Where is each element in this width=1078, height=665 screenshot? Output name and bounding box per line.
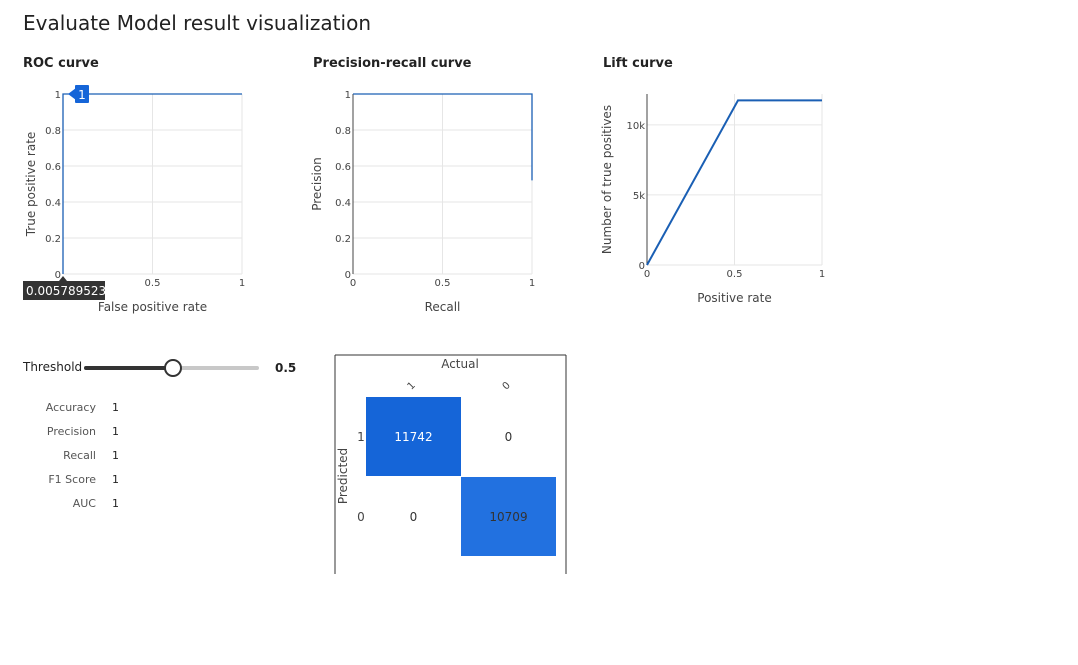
y-axis-label: Number of true positives (600, 105, 614, 254)
matrix-row-label: 0 (357, 510, 365, 524)
slider-thumb[interactable] (163, 359, 182, 377)
pr-chart-title: Precision-recall curve (313, 56, 472, 71)
y-axis-label: Precision (310, 157, 324, 211)
metric-accuracy-label: Accuracy (45, 401, 96, 414)
matrix-col-label: 1 (406, 380, 418, 392)
y-tick-label: 0 (55, 270, 61, 281)
y-tick-label: 0.2 (335, 234, 351, 245)
threshold-label: Threshold (23, 360, 83, 374)
metric-auc-value: 1 (112, 497, 119, 510)
lift-chart-title: Lift curve (603, 56, 673, 71)
x-tick-label: 0 (350, 278, 356, 289)
metric-f1-value: 1 (112, 473, 119, 486)
series-line[interactable] (62, 93, 242, 274)
y-tick-label: 5k (633, 191, 645, 202)
y-tick-label: 0.6 (45, 162, 61, 173)
page-title: Evaluate Model result visualization (23, 11, 371, 35)
y-tick-label: 0.8 (335, 126, 351, 137)
hover-y-text: 1 (78, 88, 86, 102)
metric-recall-label: Recall (63, 449, 96, 462)
x-axis-label: Positive rate (697, 291, 771, 305)
matrix-col-label: 0 (501, 380, 513, 392)
metric-accuracy-value: 1 (112, 401, 119, 414)
x-tick-label: 0.5 (727, 269, 743, 280)
hover-y-badge (75, 85, 89, 103)
hover-x-badge (23, 281, 105, 300)
matrix-cell-value: 11742 (394, 430, 432, 444)
y-tick-label: 10k (626, 121, 645, 132)
x-tick-label: 1 (819, 269, 825, 280)
y-tick-label: 0.8 (45, 126, 61, 137)
slider-fill (84, 366, 172, 370)
y-axis-label: True positive rate (24, 132, 38, 238)
y-tick-label: 1 (55, 90, 61, 101)
metric-f1-label: F1 Score (48, 473, 96, 486)
x-axis-label: Recall (425, 300, 461, 314)
matrix-row-label: 1 (357, 430, 365, 444)
y-tick-label: 1 (345, 90, 351, 101)
x-tick-label: 0.5 (435, 278, 451, 289)
y-tick-label: 0.2 (45, 234, 61, 245)
x-tick-label: 0.5 (145, 278, 161, 289)
x-axis-label: False positive rate (98, 300, 207, 314)
roc-chart-title: ROC curve (23, 56, 99, 71)
y-tick-label: 0.4 (45, 198, 61, 209)
matrix-cell-value: 10709 (489, 510, 527, 524)
threshold-value: 0.5 (275, 361, 297, 375)
x-tick-label: 1 (529, 278, 535, 289)
y-tick-label: 0 (345, 270, 351, 281)
matrix-actual-title: Actual (441, 357, 479, 371)
metric-precision-label: Precision (46, 425, 96, 438)
y-tick-label: 0 (639, 261, 645, 272)
metric-precision-value: 1 (112, 425, 119, 438)
matrix-cell-value: 0 (410, 510, 418, 524)
y-tick-label: 0.4 (335, 198, 351, 209)
matrix-cell (366, 397, 461, 476)
x-tick-label: 0 (644, 269, 650, 280)
threshold-slider[interactable] (84, 358, 259, 378)
matrix-cell-value: 0 (505, 430, 513, 444)
series-line[interactable] (646, 99, 822, 266)
matrix-cell (461, 477, 556, 556)
hover-x-arrow (59, 276, 67, 281)
x-tick-label: 1 (239, 278, 245, 289)
hover-arrow (68, 88, 76, 100)
metric-recall-value: 1 (112, 449, 119, 462)
series-line[interactable] (353, 93, 533, 181)
metric-auc-label: AUC (72, 497, 96, 510)
hover-x-text: 0.005789523 (26, 284, 106, 298)
matrix-predicted-label: Predicted (336, 448, 350, 504)
y-tick-label: 0.6 (335, 162, 351, 173)
